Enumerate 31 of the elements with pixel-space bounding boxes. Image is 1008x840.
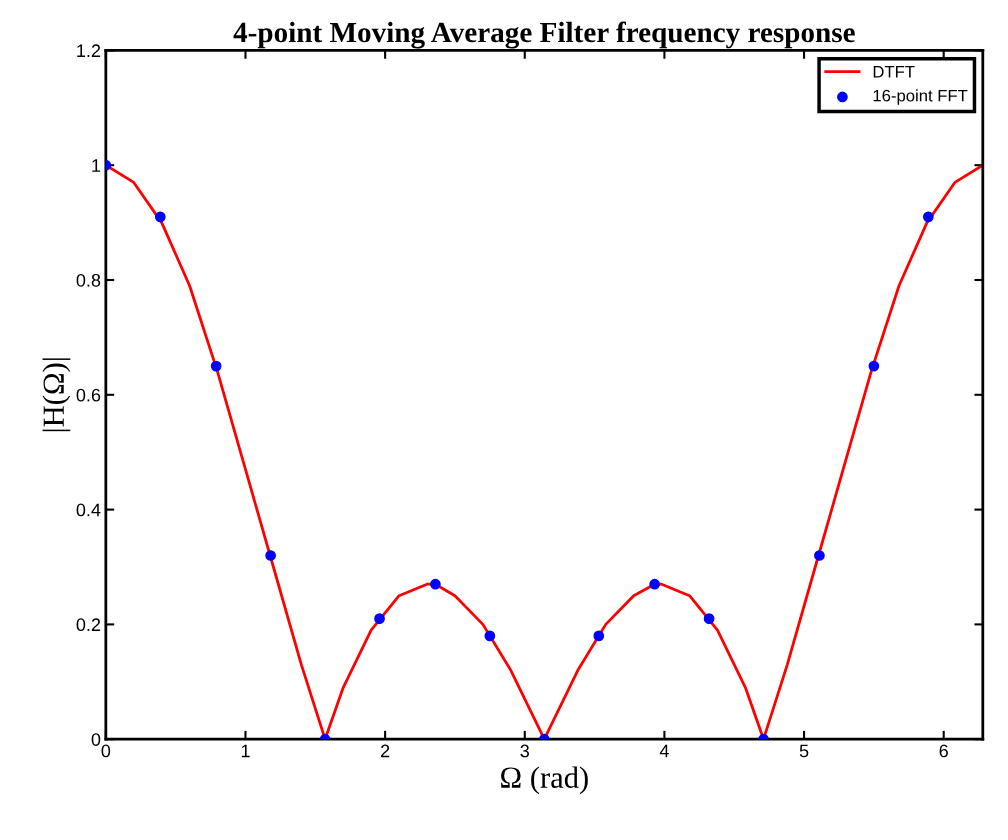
x-tick-label: 0: [101, 744, 111, 758]
y-tick-label: 0.4: [76, 503, 101, 517]
y-tick-label: 0.2: [76, 618, 101, 632]
x-axis-title: Ω (rad): [501, 766, 588, 795]
x-tick-label: 6: [939, 744, 948, 758]
chart-title: 4-point Moving Average Filter frequency response: [233, 21, 855, 49]
x-tick-label: 5: [799, 744, 809, 758]
point: [922, 211, 934, 223]
y-tick-label: 0.6: [76, 388, 101, 402]
y-tick-label: 0.8: [76, 273, 101, 287]
legend-label: 16-point FFT: [873, 89, 968, 105]
x-tick-label: 3: [520, 744, 529, 758]
point: [649, 578, 660, 590]
point: [593, 630, 605, 642]
point: [814, 550, 825, 561]
y-axis-title: |H(Ω)|: [42, 358, 71, 432]
y-tick-label: 0: [91, 733, 101, 746]
point: [154, 211, 166, 223]
point: [484, 630, 496, 642]
point: [430, 578, 441, 590]
y-tick-label: 1.2: [77, 44, 101, 57]
point: [374, 613, 385, 625]
x-tick-label: 2: [381, 744, 390, 758]
point: [703, 613, 715, 625]
point: [265, 550, 276, 561]
x-tick-label: 1: [241, 744, 250, 758]
point: [210, 360, 222, 372]
legend-label: DTFT: [873, 66, 915, 78]
point: [868, 360, 880, 372]
y-tick-label: 1: [92, 159, 101, 172]
x-tick-label: 4: [659, 744, 669, 758]
